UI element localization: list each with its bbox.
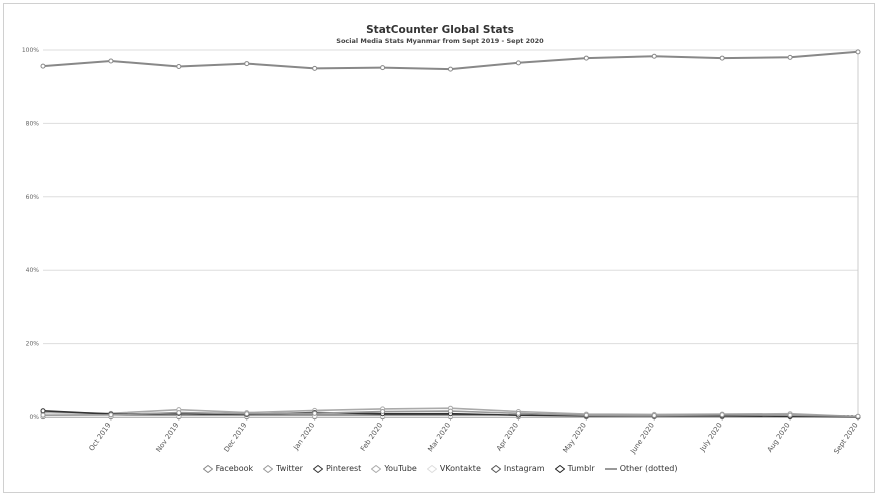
data-point: [515, 60, 521, 66]
data-point: [380, 408, 386, 414]
x-tick-label: Jan 2020: [291, 422, 316, 453]
data-point: [719, 55, 725, 61]
legend-item[interactable]: Other (dotted): [604, 464, 678, 473]
x-tick-label: Oct 2019: [88, 422, 113, 453]
x-tick-label: Nov 2019: [155, 422, 181, 454]
legend-label: Facebook: [215, 464, 254, 473]
legend-diamond-marker: [263, 464, 274, 473]
data-point: [448, 66, 453, 72]
data-point: [176, 64, 182, 70]
legend-label: Pinterest: [325, 464, 362, 473]
x-tick-label: Mar 2020: [427, 422, 453, 454]
y-tick-label: 40%: [26, 267, 40, 274]
chart-subtitle: Social Media Stats Myanmar from Sept 201…: [336, 37, 544, 45]
legend-item[interactable]: Instagram: [490, 464, 545, 473]
data-point: [176, 410, 182, 416]
y-axis-ticks: 0% 20% 40% 60% 80% 100%: [22, 47, 39, 421]
data-point: [244, 61, 250, 67]
legend-label: Instagram: [503, 464, 545, 473]
legend-diamond-marker: [554, 464, 565, 473]
legend-label: Twitter: [276, 464, 303, 473]
data-point: [651, 53, 657, 59]
legend-label: Tumblr: [567, 464, 595, 473]
legend-item[interactable]: VKontakte: [426, 464, 481, 473]
legend-item[interactable]: Facebook: [202, 464, 254, 473]
series-lines: [42, 50, 859, 418]
legend-item[interactable]: YouTube: [371, 464, 417, 473]
x-tick-label: May 2020: [562, 422, 588, 455]
chart-title: StatCounter Global Stats: [366, 24, 514, 36]
x-axis-ticks: Oct 2019 Nov 2019 Dec 2019 Jan 2020 Feb 2020…: [88, 417, 860, 456]
y-tick-label: 80%: [26, 120, 40, 127]
x-tick-label: Apr 2020: [495, 422, 520, 453]
legend-diamond-marker: [371, 464, 382, 473]
data-point: [312, 410, 318, 416]
legend-item[interactable]: Pinterest: [312, 464, 362, 473]
y-tick-label: 20%: [26, 341, 40, 348]
x-tick-label: June 2020: [629, 422, 656, 456]
legend-item[interactable]: Twitter: [263, 464, 303, 473]
legend-diamond-marker: [490, 464, 501, 473]
y-tick-label: 100%: [22, 47, 39, 54]
x-tick-label: July 2020: [698, 422, 724, 454]
data-point: [855, 413, 861, 419]
data-point: [40, 408, 46, 414]
x-tick-label: Feb 2020: [359, 422, 384, 453]
y-tick-label: 0%: [29, 414, 39, 421]
x-tick-label: Sept 2020: [832, 422, 859, 456]
data-point: [855, 49, 861, 55]
series-line-facebook: [42, 50, 859, 71]
legend-label: VKontakte: [439, 464, 481, 473]
legend-label: YouTube: [384, 464, 417, 473]
data-point: [40, 412, 46, 418]
legend-item[interactable]: Tumblr: [554, 464, 595, 473]
legend-diamond-marker: [312, 464, 323, 473]
data-point: [583, 412, 589, 418]
grid-lines: [43, 49, 859, 418]
data-point: [719, 412, 725, 418]
data-point: [244, 411, 250, 417]
data-point: [651, 413, 657, 419]
legend-diamond-marker: [202, 464, 213, 473]
y-tick-label: 60%: [26, 194, 40, 201]
data-point: [583, 55, 589, 61]
data-point: [515, 410, 521, 416]
data-point: [108, 412, 114, 418]
data-point: [312, 65, 318, 71]
legend-diamond-marker: [426, 464, 437, 473]
data-point: [448, 408, 453, 414]
data-point: [40, 63, 46, 69]
data-point: [108, 58, 114, 64]
legend-line-marker: [604, 467, 617, 470]
data-point: [787, 54, 793, 60]
x-tick-label: Dec 2019: [223, 422, 249, 454]
data-point: [787, 412, 793, 418]
chart-legend: Facebook Twitter Pinterest YouTube VKontakte…: [0, 464, 880, 473]
data-point: [380, 65, 386, 71]
legend-label: Other (dotted): [619, 464, 678, 473]
series-points: [40, 49, 861, 420]
x-tick-label: Aug 2020: [766, 422, 792, 454]
